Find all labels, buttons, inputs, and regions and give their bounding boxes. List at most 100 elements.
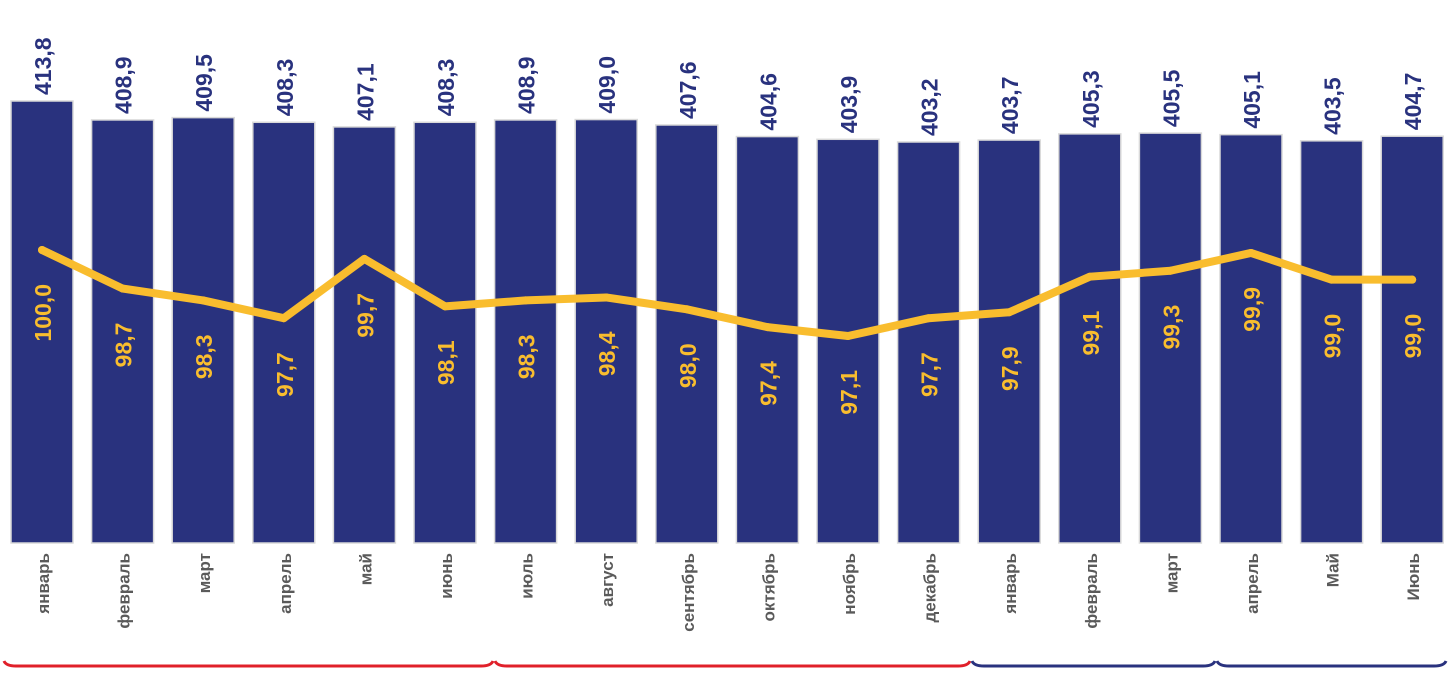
line-value-label-8: 98,0 <box>675 343 701 388</box>
line-value-label-5: 98,1 <box>433 340 459 385</box>
line-value-label-9: 97,4 <box>755 361 781 406</box>
bar-value-label-9: 404,6 <box>755 73 781 131</box>
line-value-label-16: 99,0 <box>1320 314 1346 359</box>
line-value-label-2: 98,3 <box>191 334 217 379</box>
category-label-10: ноябрь <box>840 553 859 615</box>
bar-5 <box>413 121 477 544</box>
bar-value-label-0: 413,8 <box>30 37 56 95</box>
line-point-0 <box>38 246 46 254</box>
line-value-label-10: 97,1 <box>836 370 862 415</box>
bar-8 <box>655 124 719 544</box>
category-label-8: сентябрь <box>679 553 698 632</box>
bar-10 <box>816 138 880 544</box>
bar-value-label-15: 405,1 <box>1239 71 1265 129</box>
bar-value-label-12: 403,7 <box>997 77 1023 135</box>
bar-value-label-13: 405,3 <box>1078 70 1104 128</box>
bar-1 <box>90 119 155 544</box>
line-point-4 <box>360 254 369 263</box>
period-bracket-0 <box>2 660 495 668</box>
line-value-label-11: 97,7 <box>917 352 943 397</box>
line-value-label-6: 98,3 <box>514 334 540 379</box>
line-point-3 <box>279 314 288 323</box>
bar-12 <box>977 139 1041 544</box>
bar-value-label-1: 408,9 <box>111 56 137 114</box>
bar-4 <box>332 126 397 544</box>
line-value-labels: 100,0 98,7 98,3 97,7 99,7 98,1 98,3 98,4 98,0 97,… <box>30 284 1426 415</box>
line-point-7 <box>602 293 611 302</box>
bar-value-label-5: 408,3 <box>433 59 459 117</box>
line-point-17 <box>1408 275 1417 284</box>
bars-layer <box>10 100 1444 544</box>
line-value-label-3: 97,7 <box>272 352 298 397</box>
bar-14 <box>1138 132 1203 544</box>
bar-6 <box>493 119 558 544</box>
bar-value-labels: 413,8 408,9 409,5 408,3 407,1 408,3 408,9 409,0… <box>30 37 1426 136</box>
period-bracket-1 <box>493 660 972 668</box>
line-point-14 <box>1166 266 1175 275</box>
bar-value-label-14: 405,5 <box>1158 69 1184 127</box>
category-label-5: июнь <box>437 553 456 599</box>
bar-value-label-17: 404,7 <box>1400 73 1426 131</box>
line-point-11 <box>924 314 933 323</box>
bar-value-label-16: 403,5 <box>1320 77 1346 135</box>
bar-15 <box>1219 133 1283 544</box>
line-point-5 <box>441 302 449 311</box>
bar-11 <box>896 141 961 544</box>
category-label-14: март <box>1162 553 1181 593</box>
bar-value-label-3: 408,3 <box>272 59 298 117</box>
category-label-7: август <box>598 553 617 607</box>
bar-9 <box>735 135 800 544</box>
bar-0 <box>10 100 74 544</box>
line-point-13 <box>1085 272 1094 281</box>
category-label-15: апрель <box>1243 553 1262 614</box>
category-labels: январь февраль март апрель май июнь июль август… <box>34 553 1423 632</box>
line-value-label-14: 99,3 <box>1158 305 1184 350</box>
bar-2 <box>171 116 235 544</box>
line-point-15 <box>1247 248 1255 257</box>
bar-value-label-7: 409,0 <box>594 56 620 114</box>
line-value-label-13: 99,1 <box>1078 310 1104 355</box>
line-value-label-0: 100,0 <box>30 284 56 342</box>
bar-17 <box>1380 135 1444 544</box>
line-value-label-15: 99,9 <box>1239 287 1265 332</box>
line-point-10 <box>844 332 852 340</box>
line-value-label-7: 98,4 <box>594 331 620 376</box>
line-point-2 <box>199 296 208 305</box>
category-label-9: октябрь <box>759 553 778 621</box>
period-bracket-3 <box>1215 660 1448 668</box>
line-point-1 <box>118 284 127 293</box>
line-point-9 <box>763 323 772 332</box>
category-label-6: июль <box>518 553 537 599</box>
category-label-3: апрель <box>276 553 295 614</box>
line-value-label-17: 99,0 <box>1400 314 1426 359</box>
category-label-0: январь <box>34 553 53 615</box>
bar-3 <box>252 121 316 544</box>
period-bracket-2 <box>970 660 1217 668</box>
category-label-16: Май <box>1324 553 1343 587</box>
line-layer <box>38 246 1417 340</box>
line-series <box>38 246 1417 340</box>
bar-value-label-10: 403,9 <box>836 76 862 134</box>
line-value-label-4: 99,7 <box>352 293 378 338</box>
bar-value-label-11: 403,2 <box>917 78 943 136</box>
line-point-12 <box>1005 308 1014 317</box>
bar-13 <box>1058 133 1122 544</box>
category-label-11: декабрь <box>921 553 940 623</box>
category-label-13: февраль <box>1082 553 1101 629</box>
line-point-8 <box>682 305 691 314</box>
bar-value-label-4: 407,1 <box>352 63 378 121</box>
line-value-label-1: 98,7 <box>111 323 137 368</box>
line-value-label-12: 97,9 <box>997 346 1023 391</box>
bar-value-label-8: 407,6 <box>675 61 701 119</box>
category-label-2: март <box>195 553 214 593</box>
category-label-1: февраль <box>115 553 134 629</box>
bar-value-label-2: 409,5 <box>191 54 217 112</box>
bar-16 <box>1299 140 1364 544</box>
line-point-6 <box>521 296 530 305</box>
category-label-12: январь <box>1001 553 1020 615</box>
line-point-16 <box>1327 275 1336 284</box>
bar-value-label-6: 408,9 <box>514 56 540 114</box>
category-label-4: май <box>356 553 375 585</box>
